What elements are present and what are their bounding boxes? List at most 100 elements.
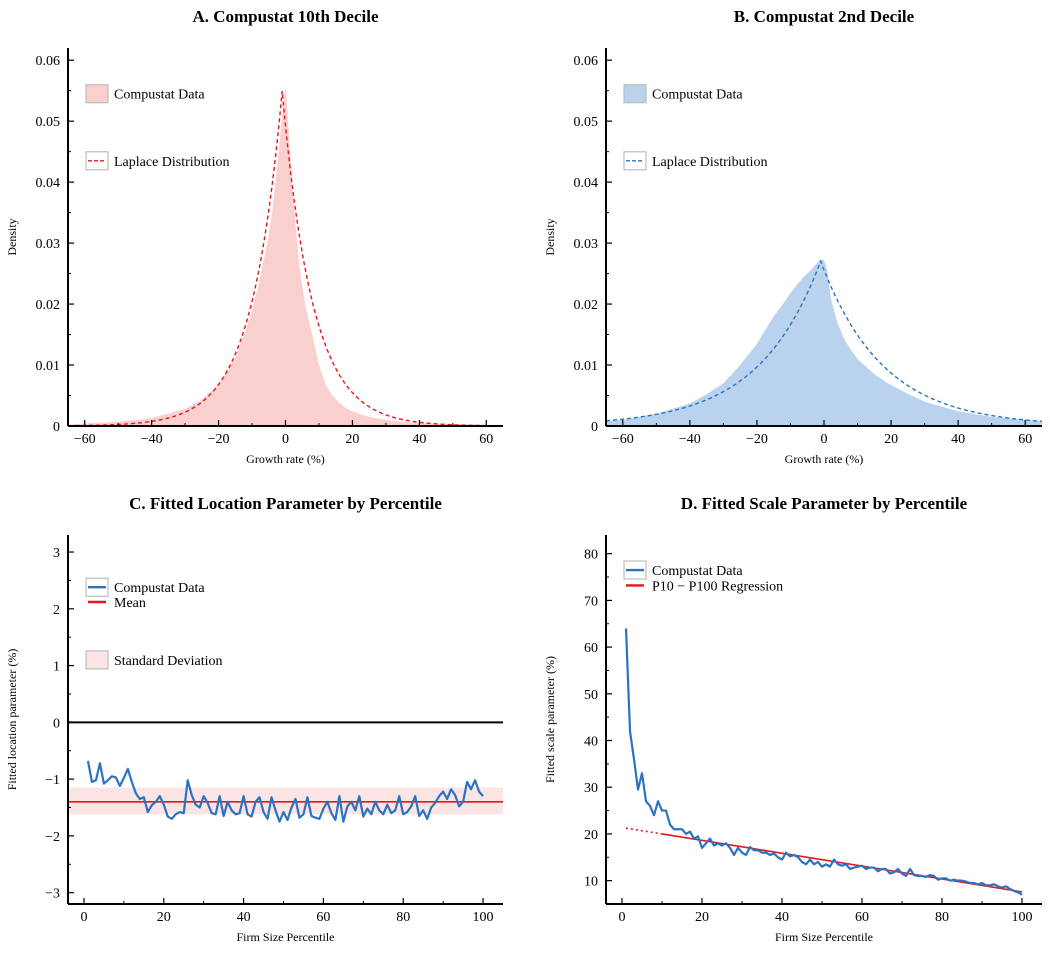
legend-label: Compustat Data [114,88,205,103]
x-axis-label: Growth rate (%) [785,452,864,466]
x-tick-label: 60 [479,432,493,447]
legend-label: Laplace Distribution [114,155,229,170]
x-tick-label: −40 [679,432,701,447]
legend-label: Compustat Data [114,581,205,596]
y-tick-label: 3 [53,546,60,561]
line-laplace-distribution [606,259,1042,423]
y-tick-label: 10 [584,875,598,890]
y-tick-label: 0.02 [36,298,61,313]
x-tick-label: 60 [1018,432,1032,447]
legend-label: P10 − P100 Regression [652,579,783,594]
y-tick-label: 0.06 [36,54,61,69]
chart-title: C. Fitted Location Parameter by Percenti… [129,494,442,513]
y-tick-label: 0.01 [36,359,61,374]
y-tick-label: −3 [45,887,60,902]
chart-title: A. Compustat 10th Decile [192,7,378,26]
legend-label: Laplace Distribution [652,155,767,170]
y-tick-label: 0 [53,716,60,731]
y-tick-label: 40 [584,735,598,750]
y-axis-label: Fitted scale parameter (%) [543,656,557,783]
x-tick-label: −20 [746,432,768,447]
x-tick-label: 60 [316,910,330,925]
x-tick-label: −40 [141,432,163,447]
y-tick-label: 20 [584,828,598,843]
x-tick-label: 40 [951,432,965,447]
x-tick-label: −60 [612,432,634,447]
regression-extrapolation [625,827,663,835]
legend: Compustat Data Laplace Distribution [85,84,229,171]
line-laplace-distribution [68,90,503,426]
panel-c: 0 20 40 60 80 100 −3 −2 −1 0 1 2 3 C. Fitted Location… [5,494,503,944]
x-tick-label: 0 [282,432,289,447]
legend-swatch [85,650,109,670]
x-tick-label: 80 [396,910,410,925]
y-tick-label: 2 [53,603,60,618]
plot-area [68,721,503,823]
y-axis-label: Density [543,218,557,255]
x-tick-label: 40 [775,910,789,925]
y-tick-label: 0.03 [36,237,61,252]
legend-label: Mean [114,596,146,611]
y-tick-label: 50 [584,688,598,703]
x-tick-label: 100 [1012,910,1033,925]
x-tick-label: −20 [208,432,230,447]
y-tick-label: 80 [584,548,598,563]
y-axis-label: Density [5,218,19,255]
x-tick-label: 80 [935,910,949,925]
plot-area [68,86,503,426]
x-tick-label: 0 [80,910,87,925]
y-tick-label: 0.04 [36,176,61,191]
y-tick-label: 30 [584,781,598,796]
x-tick-label: 0 [619,910,626,925]
panel-a: −60 −40 −20 0 20 40 60 0 0.01 0.02 0.03 0.04 0.05 0.0… [5,7,503,466]
y-tick-label: 0.05 [36,115,61,130]
x-tick-label: 100 [473,910,494,925]
line-compustat-data [86,760,484,823]
panel-b: −60 −40 −20 0 20 40 60 0 0.01 0.02 0.03 0.04 0.05 0.0… [543,7,1042,466]
x-axis-label: Firm Size Percentile [237,930,335,944]
y-tick-label: −1 [45,773,60,788]
chart-title: D. Fitted Scale Parameter by Percentile [681,494,968,513]
band-standard-deviation [68,787,503,815]
x-tick-label: 20 [695,910,709,925]
line-compustat-data [624,628,1023,896]
y-tick-label: 1 [53,660,60,675]
y-tick-label: 0 [53,420,60,435]
legend-label: Compustat Data [652,88,743,103]
x-tick-label: 20 [157,910,171,925]
y-tick-label: 0.05 [574,115,599,130]
x-tick-label: 40 [412,432,426,447]
x-tick-label: 40 [237,910,251,925]
x-axis-label: Firm Size Percentile [775,930,873,944]
legend-swatch [623,84,647,104]
legend-label: Standard Deviation [114,654,222,669]
x-tick-label: −60 [74,432,96,447]
panel-d: 0 20 40 60 80 100 10 20 30 40 50 60 70 80 D. Fitted Sc… [543,494,1042,944]
y-tick-label: 0.04 [574,176,599,191]
y-tick-label: 0.02 [574,298,599,313]
y-tick-label: 0.03 [574,237,599,252]
x-tick-label: 0 [821,432,828,447]
y-tick-label: 70 [584,594,598,609]
y-tick-label: 0 [591,420,598,435]
legend-label: Compustat Data [652,564,743,579]
line-regression [661,833,1023,893]
x-tick-label: 20 [884,432,898,447]
legend-swatch [85,84,109,104]
plot-area [624,628,1023,896]
x-tick-label: 60 [855,910,869,925]
x-tick-label: 20 [345,432,359,447]
y-tick-label: 0.01 [574,359,599,374]
legend: Compustat Data Laplace Distribution [623,84,767,171]
y-tick-label: 0.06 [574,54,599,69]
chart-title: B. Compustat 2nd Decile [734,7,915,26]
plot-area [606,259,1042,426]
y-tick-label: −2 [45,830,60,845]
area-compustat-data [606,259,1042,426]
y-tick-label: 60 [584,641,598,656]
y-axis-label: Fitted location parameter (%) [5,649,19,791]
x-axis-label: Growth rate (%) [246,452,325,466]
